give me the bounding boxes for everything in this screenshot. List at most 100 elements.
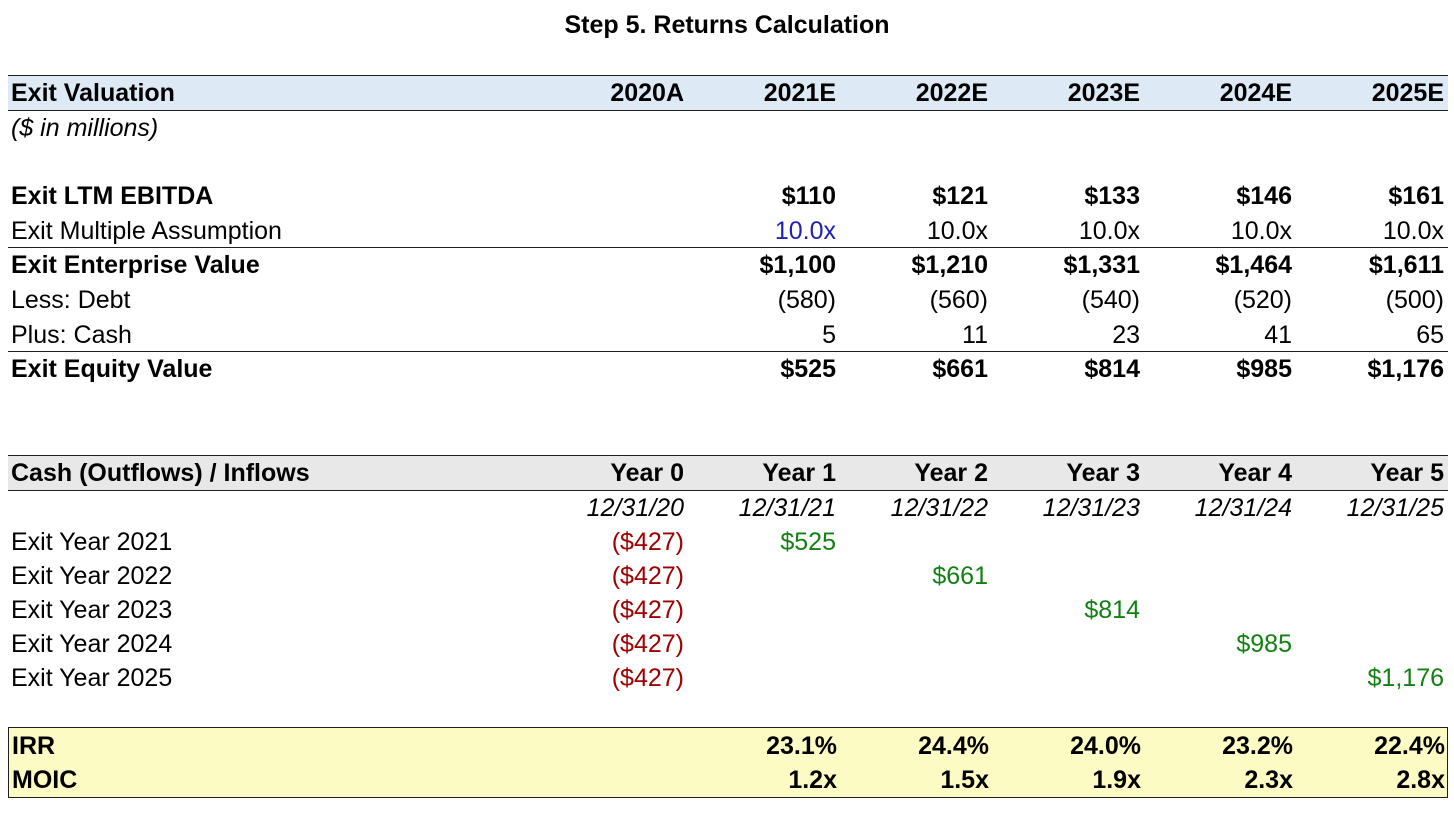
inflow-cell: $985 [1236, 630, 1292, 658]
period-header: Year 0 [610, 459, 684, 487]
dates-row: 12/31/20 12/31/21 12/31/22 12/31/23 12/3… [8, 491, 1448, 525]
period-header: Year 1 [762, 459, 836, 487]
row-label: Exit Year 2022 [11, 562, 173, 590]
inflow-cell: $1,176 [1367, 664, 1444, 692]
date-cell: 12/31/20 [586, 494, 684, 522]
period-header: Year 4 [1218, 459, 1292, 487]
irr-row: IRR 23.1% 24.4% 24.0% 23.2% 22.4% [9, 729, 1449, 763]
cell: 41 [1264, 321, 1292, 349]
table-row: Exit Year 2025 ($427) $1,176 [8, 661, 1448, 695]
table-row: Plus: Cash 5 11 23 41 65 [8, 318, 1448, 352]
row-label: Exit Equity Value [11, 355, 213, 383]
exit-valuation-header: Exit Valuation [11, 79, 175, 107]
row-label: Exit Year 2024 [11, 630, 173, 658]
table-row: Exit Year 2024 ($427) $985 [8, 627, 1448, 661]
inflow-cell: $814 [1084, 596, 1140, 624]
cell: $985 [1236, 355, 1292, 383]
year-header: 2020A [610, 79, 684, 107]
row-label: Less: Debt [11, 286, 131, 314]
row-label: Plus: Cash [11, 321, 132, 349]
cell: $146 [1236, 182, 1292, 210]
outflow-cell: ($427) [611, 630, 684, 658]
outflow-cell: ($427) [611, 528, 684, 556]
year-header: 2025E [1371, 79, 1444, 107]
row-label: Exit Year 2021 [11, 528, 173, 556]
units-row: ($ in millions) [8, 111, 1448, 145]
cell: 11 [962, 321, 988, 349]
cell: $110 [781, 182, 836, 210]
cell: 10.0x [1078, 217, 1140, 245]
outflow-cell: ($427) [611, 562, 684, 590]
moic-row: MOIC 1.2x 1.5x 1.9x 2.3x 2.8x [9, 763, 1449, 797]
table-row: Exit Year 2022 ($427) $661 [8, 559, 1448, 593]
table-row: Exit Year 2023 ($427) $814 [8, 593, 1448, 627]
row-label: Exit LTM EBITDA [11, 182, 214, 210]
moic-cell: 1.2x [788, 766, 837, 794]
year-header: 2022E [915, 79, 988, 107]
cell: 10.0x [1230, 217, 1292, 245]
year-header: 2024E [1219, 79, 1292, 107]
irr-cell: 23.1% [766, 732, 837, 760]
date-cell: 12/31/23 [1042, 494, 1140, 522]
irr-label: IRR [12, 732, 56, 760]
cell: $1,100 [759, 251, 836, 279]
inflow-cell: $661 [932, 562, 988, 590]
year-header: 2021E [763, 79, 836, 107]
cell: $1,176 [1367, 355, 1444, 383]
cash-flows-header-row: Cash (Outflows) / Inflows Year 0 Year 1 … [8, 455, 1448, 491]
inflow-cell: $525 [780, 528, 836, 556]
cell-input: 10.0x [774, 217, 836, 245]
row-label: Exit Enterprise Value [11, 251, 260, 279]
row-label: Exit Multiple Assumption [11, 217, 282, 245]
table-row: Exit Year 2021 ($427) $525 [8, 525, 1448, 559]
cell: 23 [1112, 321, 1140, 349]
moic-cell: 2.8x [1396, 766, 1445, 794]
cell: $161 [1388, 182, 1444, 210]
year-header: 2023E [1067, 79, 1140, 107]
irr-cell: 24.0% [1070, 732, 1141, 760]
date-cell: 12/31/21 [738, 494, 836, 522]
outflow-cell: ($427) [611, 664, 684, 692]
cell: (500) [1385, 286, 1444, 314]
cell: (560) [929, 286, 988, 314]
cell: $661 [932, 355, 988, 383]
irr-cell: 22.4% [1374, 732, 1445, 760]
cell: $1,210 [911, 251, 988, 279]
date-cell: 12/31/25 [1346, 494, 1444, 522]
moic-cell: 1.5x [940, 766, 989, 794]
period-header: Year 2 [914, 459, 988, 487]
cell: $133 [1084, 182, 1140, 210]
irr-cell: 24.4% [918, 732, 989, 760]
period-header: Year 3 [1066, 459, 1140, 487]
cell: 10.0x [926, 217, 988, 245]
units-note: ($ in millions) [11, 114, 159, 142]
cell: 5 [822, 321, 836, 349]
cash-flows-header: Cash (Outflows) / Inflows [11, 459, 310, 487]
cell: (520) [1233, 286, 1292, 314]
table-row: Exit LTM EBITDA $110 $121 $133 $146 $161 [8, 179, 1448, 213]
period-header: Year 5 [1370, 459, 1444, 487]
table-row: Less: Debt (580) (560) (540) (520) (500) [8, 283, 1448, 317]
cell: $525 [780, 355, 836, 383]
cell: (580) [777, 286, 836, 314]
moic-label: MOIC [12, 766, 78, 794]
cell: 10.0x [1382, 217, 1444, 245]
cell: (540) [1081, 286, 1140, 314]
returns-summary: IRR 23.1% 24.4% 24.0% 23.2% 22.4% MOIC 1… [8, 727, 1448, 798]
moic-cell: 2.3x [1244, 766, 1293, 794]
irr-cell: 23.2% [1222, 732, 1293, 760]
exit-valuation-header-row: Exit Valuation 2020A 2021E 2022E 2023E 2… [8, 75, 1448, 111]
cell: $1,611 [1368, 251, 1444, 279]
cell: $1,464 [1215, 251, 1292, 279]
table-row: Exit Equity Value $525 $661 $814 $985 $1… [8, 351, 1448, 386]
outflow-cell: ($427) [611, 596, 684, 624]
cell: $814 [1084, 355, 1140, 383]
row-label: Exit Year 2025 [11, 664, 173, 692]
cell: 65 [1416, 321, 1444, 349]
date-cell: 12/31/22 [890, 494, 988, 522]
cell: $1,331 [1063, 251, 1140, 279]
page-title: Step 5. Returns Calculation [564, 11, 890, 39]
cell: $121 [932, 182, 988, 210]
table-row: Exit Enterprise Value $1,100 $1,210 $1,3… [8, 247, 1448, 282]
moic-cell: 1.9x [1092, 766, 1141, 794]
